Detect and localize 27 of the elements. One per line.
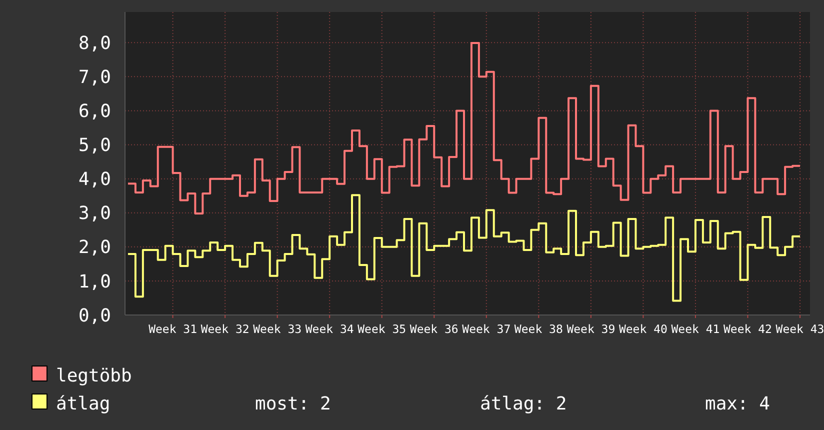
legend-label: legtöbb bbox=[56, 365, 132, 386]
y-tick-label: 2,0 bbox=[78, 237, 111, 258]
text: most: 2 bbox=[255, 393, 331, 414]
legend-label: átlag bbox=[56, 393, 110, 414]
x-tick-label: Week 31 bbox=[148, 322, 198, 336]
y-tick-label: 3,0 bbox=[78, 203, 111, 224]
x-tick-label: Week 37 bbox=[462, 322, 511, 336]
x-tick-label: Week 33 bbox=[253, 322, 302, 336]
y-tick-label: 1,0 bbox=[78, 271, 111, 292]
x-tick-label: Week 38 bbox=[514, 322, 563, 336]
x-tick-label: Week 41 bbox=[671, 322, 720, 336]
x-tick-label: Week 39 bbox=[566, 322, 616, 336]
x-tick-label: Week 36 bbox=[410, 322, 458, 336]
x-tick-label: Week 43 bbox=[776, 322, 824, 336]
x-tick-label: Week 35 bbox=[358, 322, 406, 336]
y-tick-label: 8,0 bbox=[78, 32, 111, 54]
x-tick-label: Week 42 bbox=[724, 322, 772, 336]
x-tick-label: Week 34 bbox=[305, 322, 354, 336]
y-tick-label: 6,0 bbox=[78, 101, 111, 122]
y-tick-label: 0,0 bbox=[78, 305, 111, 326]
text: max: 4 bbox=[705, 393, 770, 414]
text: átlag: 2 bbox=[480, 393, 567, 414]
y-tick-label: 7,0 bbox=[78, 66, 111, 88]
x-tick-label: Week 32 bbox=[200, 322, 250, 336]
x-tick-label: Week 40 bbox=[618, 322, 668, 336]
y-tick-label: 4,0 bbox=[78, 169, 111, 190]
y-tick-label: 5,0 bbox=[78, 135, 111, 156]
